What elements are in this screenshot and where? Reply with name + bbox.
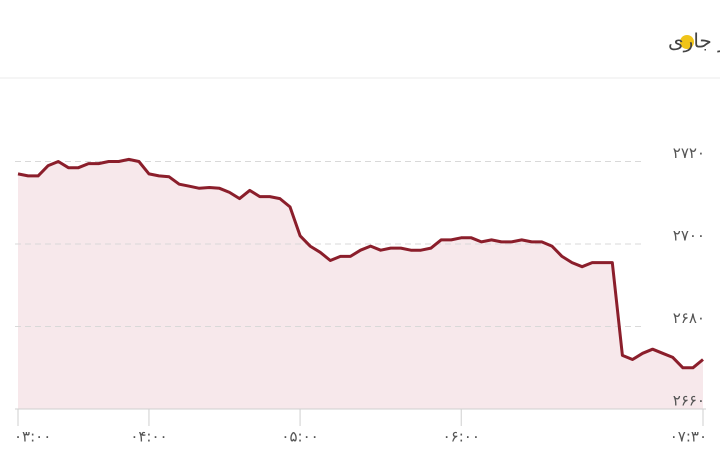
- x-tick-label: ۰۶:۰۰: [443, 428, 480, 446]
- title-dot: [680, 35, 694, 49]
- line: [17, 157, 704, 370]
- chart-title: نوسانات انس طلا در روز جاری: [668, 29, 720, 53]
- y-tick-label: ۲۷۲۰: [673, 144, 705, 162]
- area: [18, 159, 703, 409]
- x-tick-label: ۰۷:۳۰: [670, 428, 707, 446]
- y-tick-label: ۲۶۶۰: [673, 392, 705, 410]
- x-tick-label: ۰۴:۰۰: [130, 428, 167, 446]
- y-tick-label: ۲۶۸۰: [673, 309, 705, 327]
- x-tick-label: ۰۳:۰۰: [14, 428, 51, 446]
- y-tick-label: ۲۷۰۰: [673, 227, 705, 245]
- x-tick-label: ۰۵:۰۰: [281, 428, 318, 446]
